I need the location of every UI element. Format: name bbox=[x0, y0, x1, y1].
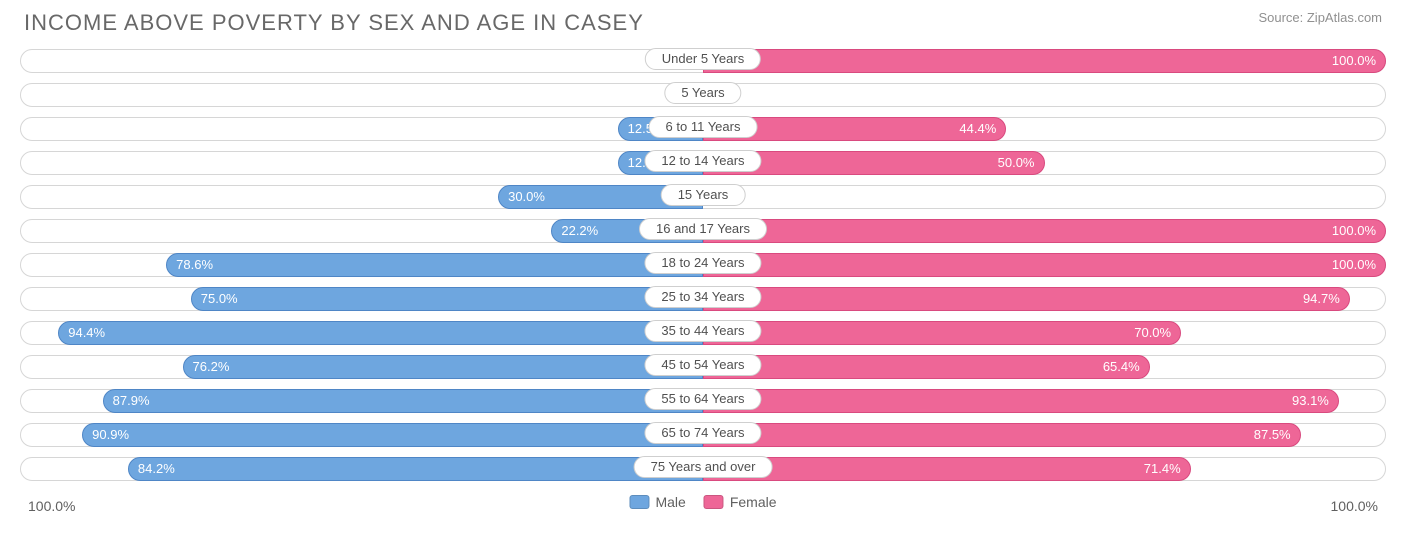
bar-female bbox=[703, 457, 1191, 481]
chart-row: 75.0% 94.7% 25 to 34 Years bbox=[20, 284, 1386, 314]
chart-row: 12.5%44.4%6 to 11 Years bbox=[20, 114, 1386, 144]
bar-female bbox=[703, 423, 1301, 447]
chart-source: Source: ZipAtlas.com bbox=[1258, 10, 1382, 25]
bar-female bbox=[703, 287, 1350, 311]
value-male: 30.0% bbox=[508, 185, 545, 209]
bar-female bbox=[703, 253, 1386, 277]
chart-row: 0.0%100.0%Under 5 Years bbox=[20, 46, 1386, 76]
bar-male bbox=[166, 253, 703, 277]
legend-item-female: Female bbox=[704, 494, 777, 510]
chart-row: 84.2% 71.4% 75 Years and over bbox=[20, 454, 1386, 484]
chart-title: INCOME ABOVE POVERTY BY SEX AND AGE IN C… bbox=[24, 10, 644, 36]
axis-label-right: 100.0% bbox=[1331, 498, 1378, 514]
category-label: Under 5 Years bbox=[645, 48, 761, 70]
chart-row: 30.0%0.0%15 Years bbox=[20, 182, 1386, 212]
bar-male bbox=[58, 321, 703, 345]
chart-row: 90.9% 87.5% 65 to 74 Years bbox=[20, 420, 1386, 450]
category-label: 75 Years and over bbox=[634, 456, 773, 478]
chart-row: 87.9% 93.1% 55 to 64 Years bbox=[20, 386, 1386, 416]
legend-item-male: Male bbox=[629, 494, 685, 510]
value-female: 44.4% bbox=[959, 117, 996, 141]
chart-area: 0.0%100.0%Under 5 Years0.0%0.0%5 Years12… bbox=[0, 42, 1406, 484]
value-female: 94.7% bbox=[1303, 287, 1340, 311]
chart-row: 76.2% 65.4% 45 to 54 Years bbox=[20, 352, 1386, 382]
swatch-female bbox=[704, 495, 724, 509]
category-label: 65 to 74 Years bbox=[644, 422, 761, 444]
value-female: 70.0% bbox=[1134, 321, 1171, 345]
legend-label-male: Male bbox=[655, 494, 685, 510]
value-male: 22.2% bbox=[561, 219, 598, 243]
value-male: 90.9% bbox=[92, 423, 129, 447]
bar-female bbox=[703, 49, 1386, 73]
value-male: 94.4% bbox=[68, 321, 105, 345]
value-female: 71.4% bbox=[1144, 457, 1181, 481]
value-male: 75.0% bbox=[201, 287, 238, 311]
legend-label-female: Female bbox=[730, 494, 777, 510]
value-male: 76.2% bbox=[193, 355, 230, 379]
bar-male bbox=[82, 423, 703, 447]
chart-footer: 100.0% Male Female 100.0% bbox=[0, 488, 1406, 528]
legend: Male Female bbox=[629, 494, 776, 510]
axis-label-left: 100.0% bbox=[28, 498, 75, 514]
category-label: 6 to 11 Years bbox=[649, 116, 758, 138]
value-female: 65.4% bbox=[1103, 355, 1140, 379]
value-female: 87.5% bbox=[1254, 423, 1291, 447]
category-label: 35 to 44 Years bbox=[644, 320, 761, 342]
category-label: 18 to 24 Years bbox=[644, 252, 761, 274]
value-female: 93.1% bbox=[1292, 389, 1329, 413]
chart-row: 12.5%50.0%12 to 14 Years bbox=[20, 148, 1386, 178]
chart-row: 78.6% 100.0% 18 to 24 Years bbox=[20, 250, 1386, 280]
category-label: 45 to 54 Years bbox=[644, 354, 761, 376]
bar-male bbox=[128, 457, 703, 481]
bar-male bbox=[183, 355, 703, 379]
value-female: 100.0% bbox=[1332, 219, 1376, 243]
chart-row: 0.0%0.0%5 Years bbox=[20, 80, 1386, 110]
category-label: 25 to 34 Years bbox=[644, 286, 761, 308]
bar-female bbox=[703, 389, 1339, 413]
value-male: 87.9% bbox=[113, 389, 150, 413]
value-male: 84.2% bbox=[138, 457, 175, 481]
category-label: 16 and 17 Years bbox=[639, 218, 767, 240]
value-female: 100.0% bbox=[1332, 253, 1376, 277]
value-male: 78.6% bbox=[176, 253, 213, 277]
bar-male bbox=[191, 287, 703, 311]
category-label: 12 to 14 Years bbox=[644, 150, 761, 172]
chart-row: 22.2% 100.0% 16 and 17 Years bbox=[20, 216, 1386, 246]
bar-female bbox=[703, 321, 1181, 345]
bar-male bbox=[103, 389, 703, 413]
bar-female bbox=[703, 219, 1386, 243]
chart-header: INCOME ABOVE POVERTY BY SEX AND AGE IN C… bbox=[0, 0, 1406, 42]
value-female: 50.0% bbox=[998, 151, 1035, 175]
swatch-male bbox=[629, 495, 649, 509]
bar-female bbox=[703, 355, 1150, 379]
category-label: 5 Years bbox=[664, 82, 741, 104]
chart-row: 94.4% 70.0% 35 to 44 Years bbox=[20, 318, 1386, 348]
category-label: 55 to 64 Years bbox=[644, 388, 761, 410]
category-label: 15 Years bbox=[661, 184, 746, 206]
value-female: 100.0% bbox=[1332, 49, 1376, 73]
